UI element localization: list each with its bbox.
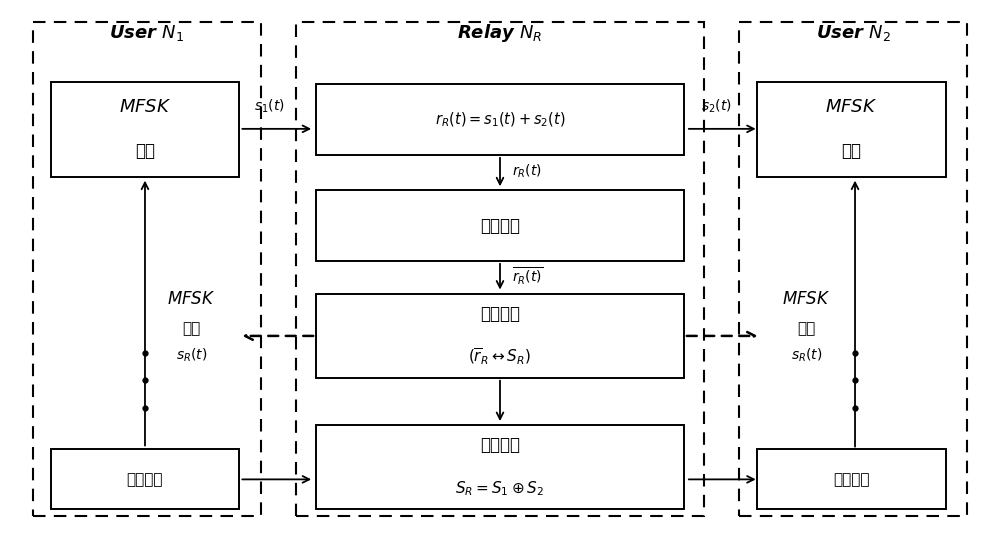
Bar bbox=[316, 191, 684, 261]
Bar bbox=[296, 22, 704, 516]
Text: 调制: 调制 bbox=[841, 142, 861, 160]
Text: 判决准则: 判决准则 bbox=[480, 217, 520, 234]
Bar bbox=[316, 85, 684, 155]
Text: $r_R(t)=s_1(t)+s_2(t)$: $r_R(t)=s_1(t)+s_2(t)$ bbox=[435, 110, 565, 129]
Text: 调制: 调制 bbox=[135, 142, 155, 160]
Text: $s_R(t)$: $s_R(t)$ bbox=[176, 346, 207, 363]
Bar bbox=[757, 82, 946, 177]
Text: $s_1(t)$: $s_1(t)$ bbox=[254, 98, 285, 115]
Text: $\bf{\mathit{MFSK}}$: $\bf{\mathit{MFSK}}$ bbox=[167, 290, 216, 308]
Text: User $N_1$: User $N_1$ bbox=[109, 23, 184, 43]
Text: 比特信息: 比特信息 bbox=[127, 472, 163, 487]
Text: $\bf{\mathit{MFSK}}$: $\bf{\mathit{MFSK}}$ bbox=[119, 98, 171, 116]
Text: $\bf{\mathit{MFSK}}$: $\bf{\mathit{MFSK}}$ bbox=[782, 290, 831, 308]
Bar bbox=[33, 22, 261, 516]
Text: $s_R(t)$: $s_R(t)$ bbox=[791, 346, 822, 363]
Bar bbox=[316, 294, 684, 378]
Bar bbox=[51, 450, 239, 509]
Bar bbox=[757, 450, 946, 509]
Text: 比特信息: 比特信息 bbox=[833, 472, 869, 487]
Text: $(\overline{r}_R \leftrightarrow S_R)$: $(\overline{r}_R \leftrightarrow S_R)$ bbox=[468, 348, 532, 367]
Text: $S_R = S_1 \oplus S_2$: $S_R = S_1 \oplus S_2$ bbox=[455, 479, 545, 498]
Text: 网络编码: 网络编码 bbox=[480, 436, 520, 455]
Text: $r_R(t)$: $r_R(t)$ bbox=[512, 163, 542, 180]
Text: 映射关系: 映射关系 bbox=[480, 305, 520, 323]
Text: $\bf{\mathit{MFSK}}$: $\bf{\mathit{MFSK}}$ bbox=[825, 98, 877, 116]
Bar bbox=[316, 425, 684, 509]
Text: Relay $N_R$: Relay $N_R$ bbox=[457, 21, 543, 44]
Text: User $N_2$: User $N_2$ bbox=[816, 23, 890, 43]
Text: $s_2(t)$: $s_2(t)$ bbox=[701, 98, 732, 115]
Text: $\overline{r_R(t)}$: $\overline{r_R(t)}$ bbox=[512, 265, 543, 287]
Text: 调制: 调制 bbox=[797, 321, 815, 337]
Bar bbox=[51, 82, 239, 177]
Bar bbox=[739, 22, 967, 516]
Text: 调制: 调制 bbox=[183, 321, 201, 337]
